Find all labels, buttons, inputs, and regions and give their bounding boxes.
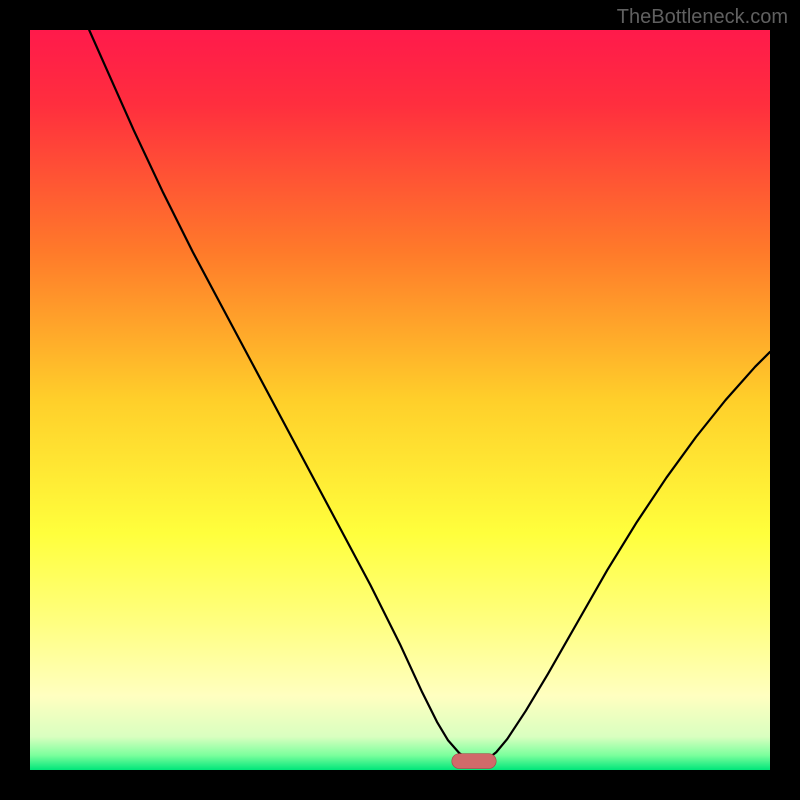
chart-frame: TheBottleneck.com <box>0 0 800 800</box>
gradient-background <box>30 30 770 770</box>
attribution-text: TheBottleneck.com <box>617 6 788 29</box>
sweet-spot-marker <box>452 754 496 769</box>
plot-area <box>30 30 770 770</box>
bottleneck-curve-chart <box>30 30 770 770</box>
